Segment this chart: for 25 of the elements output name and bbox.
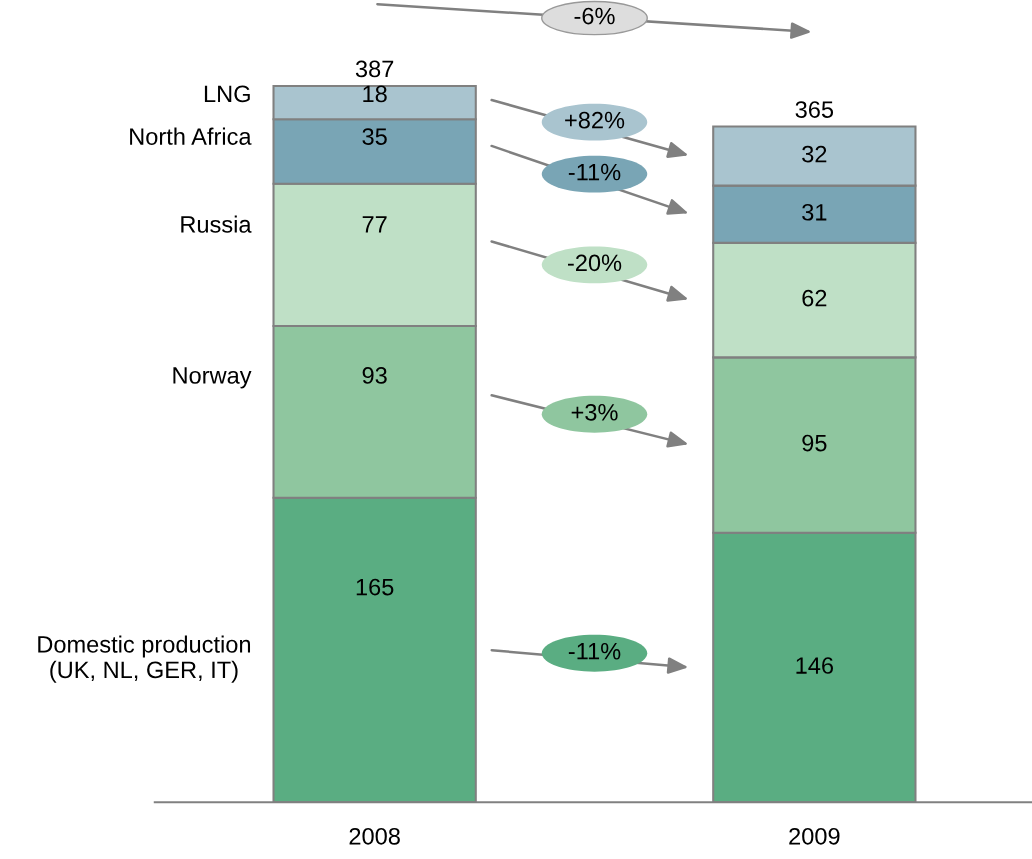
data-label: 77 — [362, 216, 387, 233]
total-label: 387 — [355, 60, 394, 78]
series-label: Norway — [173, 367, 252, 389]
annotation: -20% — [567, 254, 622, 272]
total-label: 365 — [795, 101, 834, 118]
x-tick-label: 2009 — [789, 827, 840, 845]
data-label: 32 — [802, 145, 827, 163]
series-label: Domestic production (UK, NL, GER, IT) — [38, 635, 251, 683]
annotation: -11% — [568, 642, 621, 660]
data-label: 35 — [362, 128, 387, 145]
data-label: 95 — [802, 434, 827, 452]
text: -6% — [574, 7, 615, 25]
annotation: -11% — [568, 163, 621, 181]
annotation: +82% — [565, 111, 625, 129]
data-label: 18 — [363, 85, 387, 103]
series-label: LNG — [204, 85, 250, 103]
annotation: +3% — [571, 403, 618, 421]
series-label: Russia — [181, 215, 252, 233]
data-label: 93 — [362, 367, 387, 384]
data-label: 31 — [802, 203, 827, 221]
data-label: 62 — [802, 289, 827, 307]
data-label: 146 — [796, 657, 834, 674]
series-label: North Africa — [130, 127, 252, 145]
data-label: 165 — [356, 578, 394, 596]
x-tick-label: 2008 — [349, 827, 400, 845]
